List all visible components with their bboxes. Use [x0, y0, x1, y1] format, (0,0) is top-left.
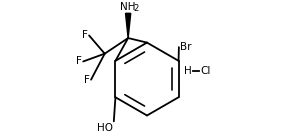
- Text: F: F: [84, 75, 90, 85]
- Text: H: H: [183, 66, 191, 76]
- Polygon shape: [126, 13, 131, 38]
- Text: F: F: [76, 56, 82, 66]
- Text: NH: NH: [120, 2, 135, 12]
- Text: HO: HO: [97, 123, 113, 133]
- Text: F: F: [82, 30, 88, 40]
- Text: 2: 2: [133, 4, 138, 13]
- Text: Br: Br: [180, 42, 191, 52]
- Text: Cl: Cl: [200, 66, 211, 76]
